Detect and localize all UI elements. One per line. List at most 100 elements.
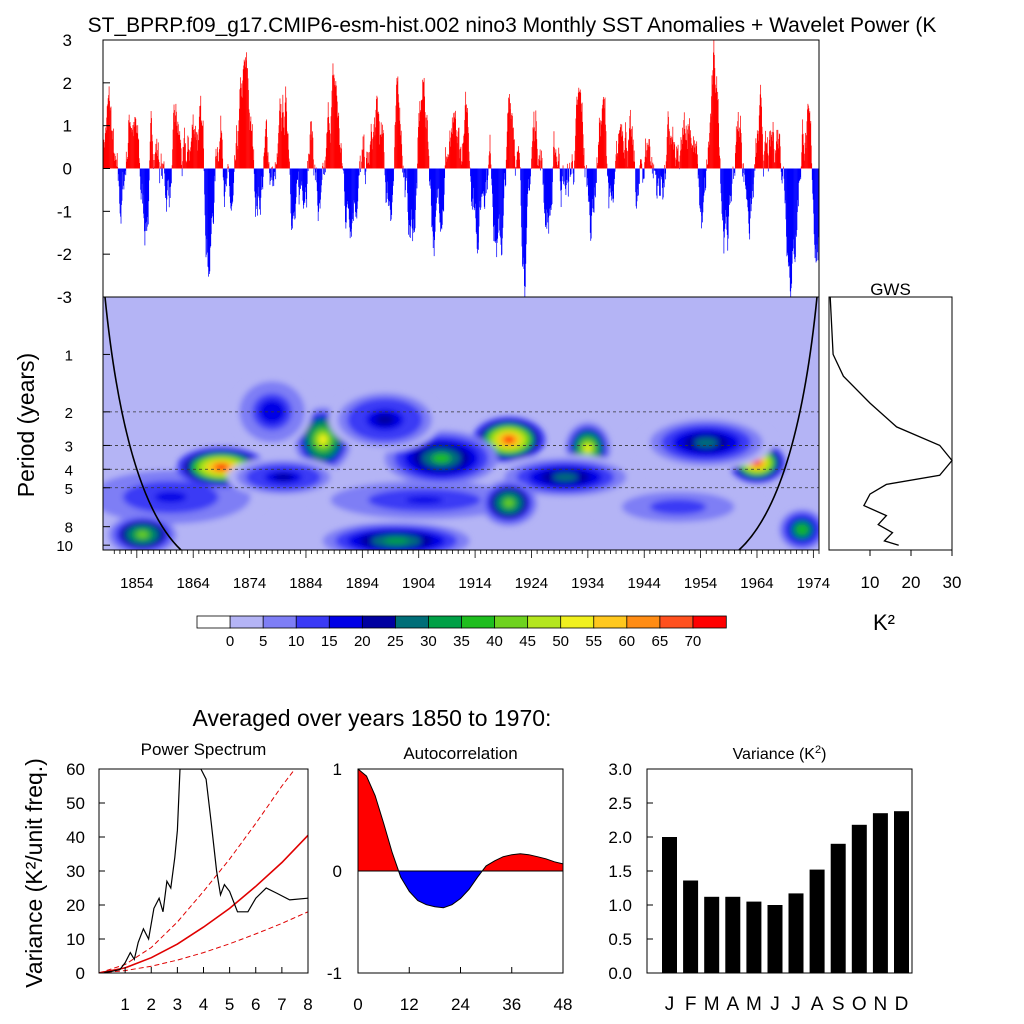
anomaly-bar bbox=[644, 162, 646, 169]
anomaly-bar bbox=[105, 130, 107, 169]
anomaly-bar bbox=[218, 161, 220, 169]
anomaly-bar bbox=[765, 143, 767, 169]
anomaly-bar bbox=[282, 112, 283, 169]
anomaly-bar bbox=[642, 168, 644, 179]
anomaly-bar bbox=[183, 138, 185, 169]
anomaly-bar bbox=[213, 168, 214, 224]
anomaly-bar bbox=[251, 131, 253, 169]
anomaly-bar bbox=[127, 156, 129, 169]
anomaly-bar bbox=[665, 168, 667, 180]
anomaly-bar bbox=[126, 158, 128, 169]
anomaly-bar bbox=[462, 161, 464, 169]
anomaly-bar bbox=[146, 168, 148, 227]
anomaly-bar bbox=[319, 168, 321, 209]
anomaly-bar bbox=[307, 168, 309, 172]
anomaly-bar bbox=[702, 168, 703, 223]
anomaly-bar bbox=[245, 57, 246, 169]
variance-bar bbox=[704, 896, 720, 973]
anomaly-bar bbox=[563, 168, 565, 182]
anomaly-bar bbox=[225, 168, 226, 185]
anomaly-bar bbox=[806, 121, 808, 169]
anomaly-bar bbox=[431, 168, 433, 228]
anomaly-bar bbox=[708, 144, 710, 169]
anomaly-bar bbox=[541, 157, 543, 169]
anomaly-bar bbox=[295, 168, 297, 198]
anomaly-bar bbox=[750, 168, 752, 212]
colorbar-label: 40 bbox=[486, 633, 503, 650]
power-contour bbox=[664, 503, 693, 511]
anomaly-bar bbox=[361, 149, 363, 169]
anomaly-bar bbox=[240, 96, 242, 169]
anomaly-bar bbox=[697, 154, 699, 169]
anomaly-bar bbox=[413, 168, 415, 231]
anomaly-bar bbox=[748, 168, 750, 234]
anomaly-bar bbox=[156, 138, 158, 169]
anomaly-bar bbox=[534, 131, 536, 169]
anomaly-bar bbox=[555, 161, 557, 169]
anomaly-bar bbox=[374, 117, 375, 169]
anomaly-bar bbox=[301, 168, 302, 186]
anomaly-bar bbox=[373, 124, 375, 169]
anomaly-bar bbox=[738, 131, 740, 169]
anomaly-bar bbox=[349, 168, 351, 228]
ac-ytick-label: 0 bbox=[333, 862, 342, 881]
anomaly-bar bbox=[300, 168, 301, 190]
period-tick-label: 5 bbox=[65, 481, 73, 498]
anomaly-bar bbox=[124, 168, 126, 175]
anomaly-bar bbox=[631, 136, 633, 169]
anomaly-bar bbox=[166, 168, 168, 191]
anomaly-bar bbox=[124, 168, 125, 182]
anomaly-bar bbox=[533, 129, 534, 169]
anomaly-bar bbox=[182, 161, 183, 169]
anomaly-bar bbox=[232, 168, 234, 202]
anomaly-bar bbox=[648, 146, 649, 169]
anomaly-bar bbox=[271, 168, 273, 180]
anomaly-bar bbox=[423, 81, 425, 169]
variance-bar bbox=[662, 837, 677, 973]
anomaly-bar bbox=[194, 137, 196, 169]
anomaly-bar bbox=[150, 123, 151, 169]
anomaly-bar bbox=[526, 168, 528, 228]
anomaly-bar bbox=[212, 168, 214, 214]
anomaly-bar bbox=[800, 168, 802, 180]
anomaly-bar bbox=[661, 168, 663, 180]
anomaly-bar bbox=[393, 168, 395, 170]
cone-of-influence-right bbox=[738, 297, 818, 550]
anomaly-bar bbox=[751, 168, 753, 199]
month-label: S bbox=[832, 994, 845, 1015]
anomaly-bar bbox=[742, 168, 743, 177]
anomaly-bar bbox=[763, 160, 765, 169]
anomaly-bar bbox=[494, 168, 496, 242]
anomaly-bar bbox=[512, 115, 513, 169]
anomaly-bar bbox=[138, 139, 140, 169]
anomaly-bar bbox=[293, 168, 295, 212]
anomaly-bar bbox=[178, 134, 180, 169]
anomaly-bar bbox=[463, 133, 465, 169]
anomaly-bar bbox=[211, 168, 213, 219]
anomaly-bar bbox=[604, 97, 606, 169]
anomaly-bar bbox=[760, 84, 762, 169]
variance-title-sup: 2 bbox=[815, 744, 821, 756]
anomaly-bar bbox=[235, 160, 236, 169]
anomaly-bar bbox=[486, 168, 488, 170]
anomaly-bar bbox=[113, 152, 115, 169]
anomaly-bar bbox=[686, 148, 688, 169]
anomaly-bar bbox=[190, 147, 192, 169]
anomaly-bar bbox=[411, 168, 413, 210]
anomaly-bar bbox=[434, 168, 436, 232]
anomaly-bar bbox=[246, 52, 247, 169]
anomaly-bar bbox=[667, 111, 669, 169]
anomaly-bar bbox=[744, 168, 746, 175]
anomaly-bar bbox=[793, 168, 795, 255]
anomaly-bar bbox=[748, 168, 750, 224]
anomaly-bar bbox=[162, 163, 164, 169]
anomaly-bar bbox=[105, 127, 107, 169]
anomaly-bar bbox=[657, 168, 659, 186]
anomaly-bar bbox=[208, 168, 210, 275]
anomaly-bar bbox=[643, 168, 645, 180]
anomaly-bar bbox=[818, 168, 819, 238]
anomaly-bar bbox=[487, 168, 489, 176]
anomaly-bar bbox=[726, 168, 728, 235]
anomaly-bar bbox=[672, 149, 674, 169]
anomaly-bar bbox=[664, 168, 666, 174]
